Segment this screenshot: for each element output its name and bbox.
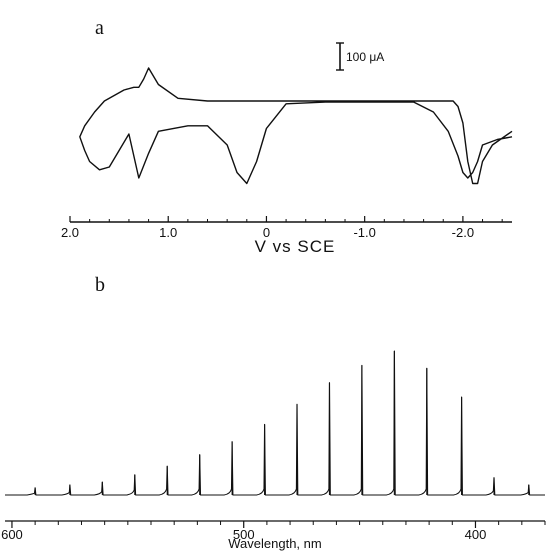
scale-bar-label: 100 μA <box>346 50 384 64</box>
panel-a-letter: a <box>95 17 104 39</box>
voltammogram-trace-0 <box>79 67 513 185</box>
x-tick-label: 1.0 <box>159 225 177 240</box>
current-scale-bar: 100 μA <box>336 42 384 71</box>
x-tick-label-wavelength: 600 <box>1 527 23 542</box>
emission-spectrum-trace <box>5 350 545 496</box>
x-axis-label-wavelength: Wavelength, nm <box>228 536 321 551</box>
cyclic-voltammogram-panel: a 100 μA 2.0 1.0 0 -1.0 -2.0 V vs SCE <box>61 17 513 256</box>
x-axis-label: V vs SCE <box>255 237 336 256</box>
x-tick-label: 0 <box>263 225 270 240</box>
x-axis-potential: 2.0 1.0 0 -1.0 -2.0 <box>61 216 512 240</box>
x-axis-wavelength: 600 500 400 <box>1 520 546 542</box>
panel-b-letter: b <box>95 274 105 296</box>
x-tick-label: -2.0 <box>452 225 474 240</box>
x-tick-label: -1.0 <box>353 225 375 240</box>
x-tick-label-wavelength: 500 <box>233 527 255 542</box>
x-tick-label-wavelength: 400 <box>465 527 487 542</box>
emission-spectrum-panel: b 600 500 400 Wavelength, nm <box>1 274 546 551</box>
x-tick-label: 2.0 <box>61 225 79 240</box>
